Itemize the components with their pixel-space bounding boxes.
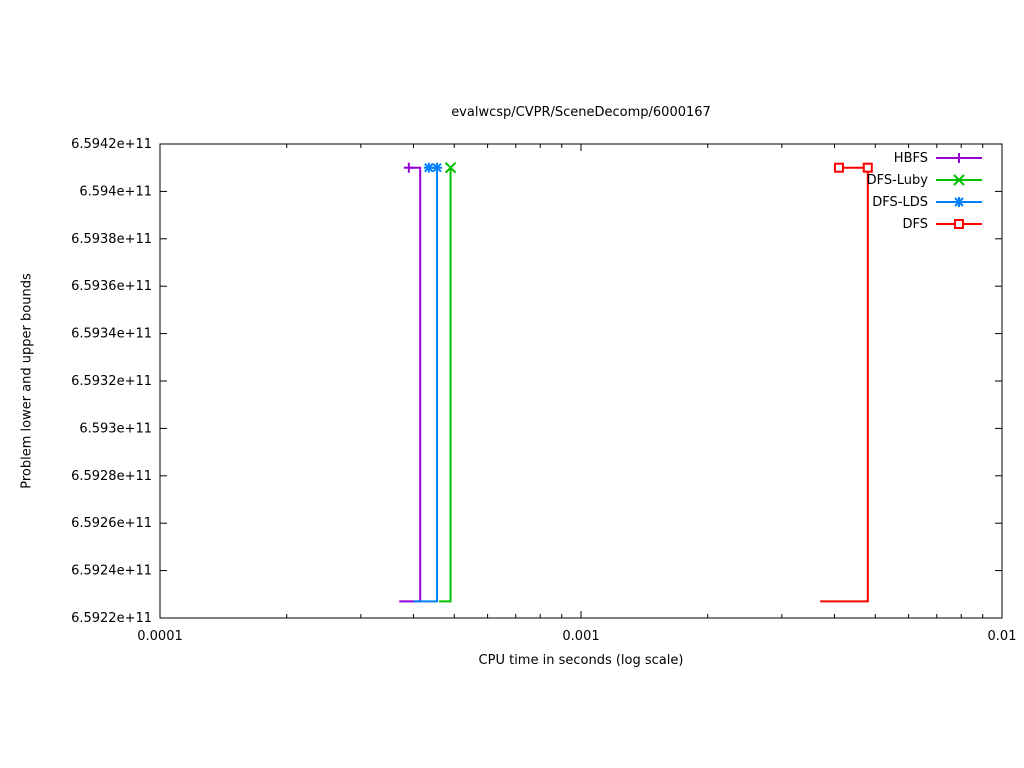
square-marker-icon xyxy=(954,219,964,229)
asterisk-marker-icon xyxy=(954,197,964,207)
y-tick-label: 6.5922e+11 xyxy=(71,611,152,626)
legend-label-dfs-luby: DFS-Luby xyxy=(867,173,929,188)
series-line-dfs xyxy=(820,166,869,603)
plot-border xyxy=(159,143,1003,619)
square-marker-icon xyxy=(833,162,844,173)
chart-title: evalwcsp/CVPR/SceneDecomp/6000167 xyxy=(451,105,711,120)
series-line-dfs-lds xyxy=(413,166,439,603)
y-tick-label: 6.593e+11 xyxy=(79,421,152,436)
square-marker-icon xyxy=(862,162,873,173)
y-tick-label: 6.5934e+11 xyxy=(71,327,152,342)
series-line-hbfs xyxy=(399,166,422,603)
x-tick-label: 0.001 xyxy=(562,629,599,644)
y-tick-label: 6.5936e+11 xyxy=(71,279,152,294)
asterisk-marker-icon xyxy=(432,162,443,173)
y-tick-label: 6.5942e+11 xyxy=(71,137,152,152)
cross-marker-icon xyxy=(953,174,965,186)
y-tick-label: 6.5924e+11 xyxy=(71,564,152,579)
cross-marker-icon xyxy=(444,161,457,174)
legend-label-dfs-lds: DFS-LDS xyxy=(872,195,928,210)
series-line-dfs-luby xyxy=(439,167,452,603)
y-tick-label: 6.5926e+11 xyxy=(71,516,152,531)
asterisk-marker-icon xyxy=(423,162,434,173)
legend-label-dfs: DFS xyxy=(902,217,928,232)
x-tick-label: 0.01 xyxy=(988,629,1017,644)
y-tick-label: 6.5932e+11 xyxy=(71,374,152,389)
x-tick-label: 0.0001 xyxy=(137,629,183,644)
y-tick-label: 6.5938e+11 xyxy=(71,232,152,247)
y-tick-label: 6.594e+11 xyxy=(79,184,152,199)
legend-label-hbfs: HBFS xyxy=(894,151,928,166)
y-axis-label: Problem lower and upper bounds xyxy=(19,273,35,489)
y-tick-label: 6.5928e+11 xyxy=(71,469,152,484)
plus-marker-icon xyxy=(403,162,414,173)
x-axis-label: CPU time in seconds (log scale) xyxy=(478,653,684,668)
plus-marker-icon xyxy=(954,153,964,163)
